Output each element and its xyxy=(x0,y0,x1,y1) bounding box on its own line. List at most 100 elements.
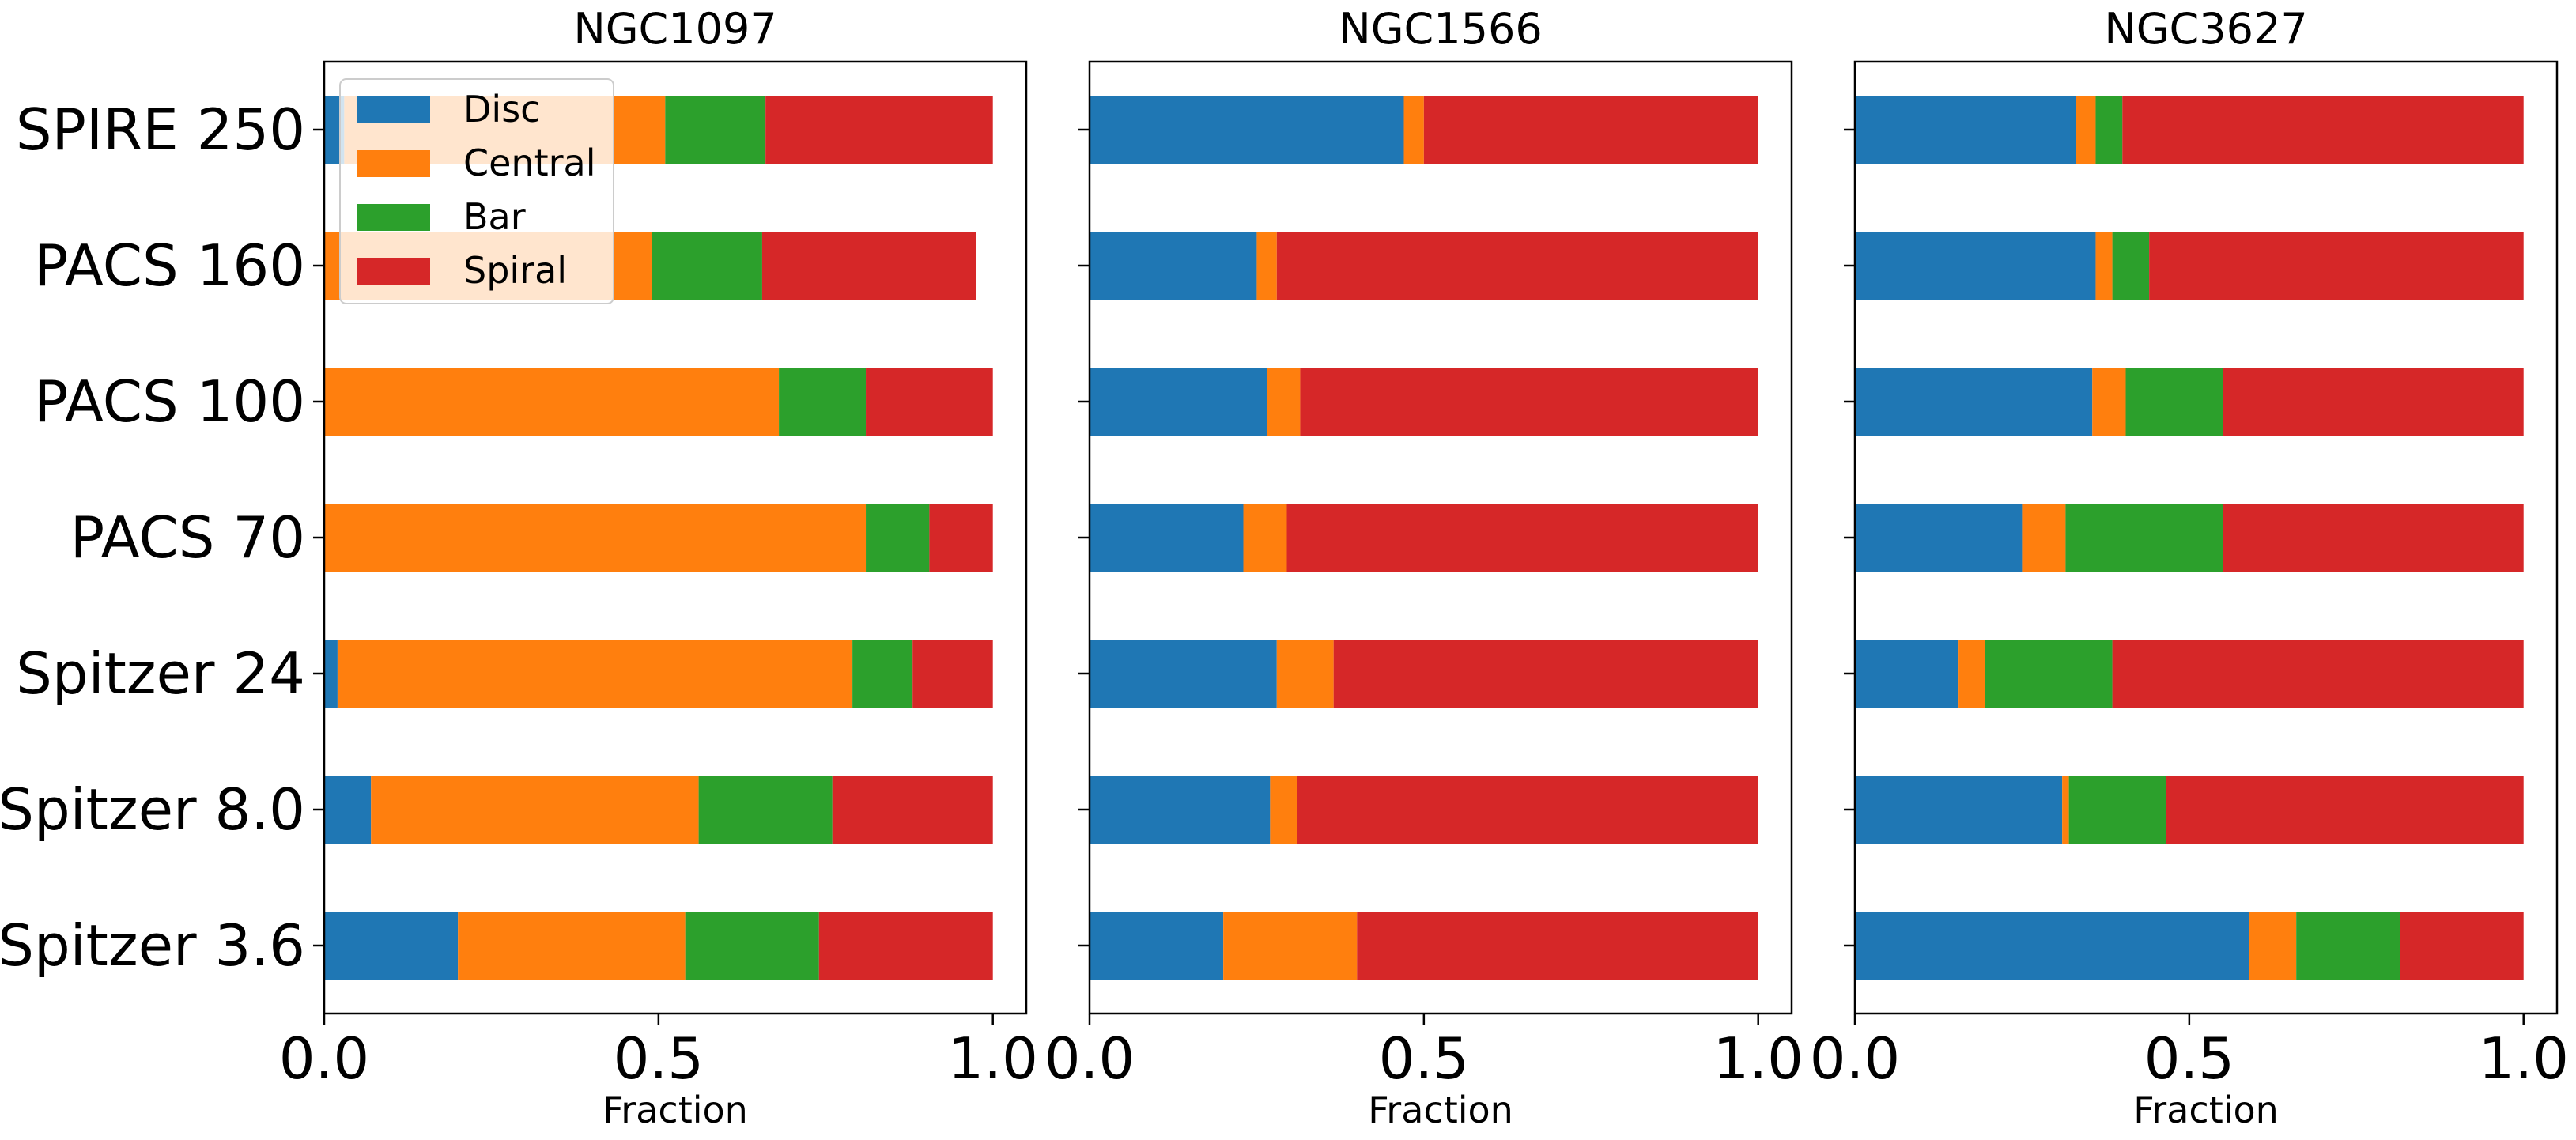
x-tick-label: 0.0 xyxy=(279,1025,370,1092)
bar-central xyxy=(1958,640,1985,708)
legend-swatch-central xyxy=(357,150,430,177)
legend-label-spiral: Spiral xyxy=(463,249,567,292)
panel-ngc1566: NGC1566 0.0 0.5 1.0 Fraction xyxy=(1044,4,1804,1131)
bar-bar xyxy=(2065,504,2223,572)
x-tick-label: 0.5 xyxy=(1379,1025,1470,1092)
bar-spiral xyxy=(912,640,993,708)
x-axis-label: Fraction xyxy=(1368,1089,1513,1131)
x-tick-label: 0.0 xyxy=(1044,1025,1135,1092)
bar-spiral xyxy=(2112,640,2524,708)
bar-central xyxy=(1256,232,1277,300)
bar-central xyxy=(337,640,853,708)
bar-disc xyxy=(1855,368,2093,436)
y-tick-label: Spitzer 24 xyxy=(16,640,305,707)
bar-central xyxy=(324,368,780,436)
bar-central xyxy=(1270,776,1297,844)
y-tick-label: PACS 70 xyxy=(70,504,305,571)
bar-bar xyxy=(2095,96,2123,164)
x-axis-label: Fraction xyxy=(602,1089,748,1131)
panel-title: NGC3627 xyxy=(2104,4,2307,54)
legend-swatch-spiral xyxy=(357,258,430,285)
bar-central xyxy=(2092,368,2126,436)
bar-spiral xyxy=(1286,504,1758,572)
bar-disc xyxy=(1090,504,1244,572)
bar-spiral xyxy=(2223,504,2524,572)
bar-spiral xyxy=(1300,368,1758,436)
legend-label-central: Central xyxy=(463,142,596,184)
x-tick-label: 1.0 xyxy=(2478,1025,2569,1092)
bar-disc xyxy=(1090,640,1277,708)
bar-spiral xyxy=(2149,232,2524,300)
legend: Disc Central Bar Spiral xyxy=(339,78,614,304)
bar-central xyxy=(2062,776,2069,844)
bar-central xyxy=(324,504,867,572)
bar-spiral xyxy=(2223,368,2524,436)
x-tick-label: 0.0 xyxy=(1810,1025,1901,1092)
bar-central xyxy=(1276,640,1334,708)
bar-disc xyxy=(1855,96,2076,164)
bar-central xyxy=(1267,368,1301,436)
bar-disc xyxy=(1090,232,1257,300)
bar-spiral xyxy=(2122,96,2524,164)
bar-spiral xyxy=(761,232,976,300)
y-tick-label: PACS 100 xyxy=(34,368,305,435)
x-axis-label: Fraction xyxy=(2133,1089,2279,1131)
bar-disc xyxy=(324,640,338,708)
bar-disc xyxy=(1855,776,2063,844)
bar-bar xyxy=(779,368,867,436)
panel-ngc3627: NGC3627 0.0 0.5 1.0 Fraction xyxy=(1810,4,2569,1131)
bar-disc xyxy=(1855,232,2096,300)
bar-spiral xyxy=(1423,96,1758,164)
panel-title: NGC1097 xyxy=(573,4,776,54)
bar-spiral xyxy=(1333,640,1758,708)
bar-central xyxy=(1403,96,1424,164)
bar-spiral xyxy=(818,912,993,980)
bar-bar xyxy=(2068,776,2166,844)
y-tick-label: Spitzer 3.6 xyxy=(0,912,305,979)
legend-swatch-disc xyxy=(357,96,430,123)
bar-bar xyxy=(685,912,819,980)
bar-central xyxy=(371,776,699,844)
legend-label-bar: Bar xyxy=(463,195,526,238)
bar-central xyxy=(2249,912,2297,980)
bar-disc xyxy=(1855,504,2023,572)
bar-disc xyxy=(1855,640,1959,708)
bar-bar xyxy=(2125,368,2223,436)
y-tick-label: PACS 160 xyxy=(34,232,305,299)
x-tick-label: 1.0 xyxy=(947,1025,1038,1092)
bar-spiral xyxy=(1297,776,1758,844)
x-tick-label: 0.5 xyxy=(2144,1025,2235,1092)
bar-bar xyxy=(652,232,762,300)
y-tick-label: Spitzer 8.0 xyxy=(0,776,305,843)
bar-bar xyxy=(1985,640,2113,708)
bar-disc xyxy=(1090,96,1404,164)
bar-disc xyxy=(324,912,459,980)
x-tick-label: 1.0 xyxy=(1713,1025,1804,1092)
bar-spiral xyxy=(929,504,993,572)
y-tick-label: SPIRE 250 xyxy=(16,96,305,163)
bar-disc xyxy=(324,776,372,844)
bar-bar xyxy=(665,96,766,164)
bar-spiral xyxy=(1276,232,1758,300)
bar-bar xyxy=(2112,232,2150,300)
bar-spiral xyxy=(2400,912,2524,980)
bar-bar xyxy=(866,504,930,572)
bar-central xyxy=(1223,912,1358,980)
bar-central xyxy=(458,912,686,980)
bar-disc xyxy=(1090,368,1267,436)
legend-box xyxy=(339,78,614,304)
bar-central xyxy=(2022,504,2066,572)
bar-spiral xyxy=(765,96,993,164)
x-tick-label: 0.5 xyxy=(614,1025,704,1092)
bar-central xyxy=(1243,504,1287,572)
bar-spiral xyxy=(1357,912,1758,980)
bar-central xyxy=(2076,96,2096,164)
bar-disc xyxy=(1090,776,1271,844)
bar-bar xyxy=(852,640,913,708)
bar-bar xyxy=(698,776,833,844)
bar-disc xyxy=(1090,912,1224,980)
bar-disc xyxy=(1855,912,2249,980)
bar-bar xyxy=(2296,912,2400,980)
legend-swatch-bar xyxy=(357,204,430,231)
